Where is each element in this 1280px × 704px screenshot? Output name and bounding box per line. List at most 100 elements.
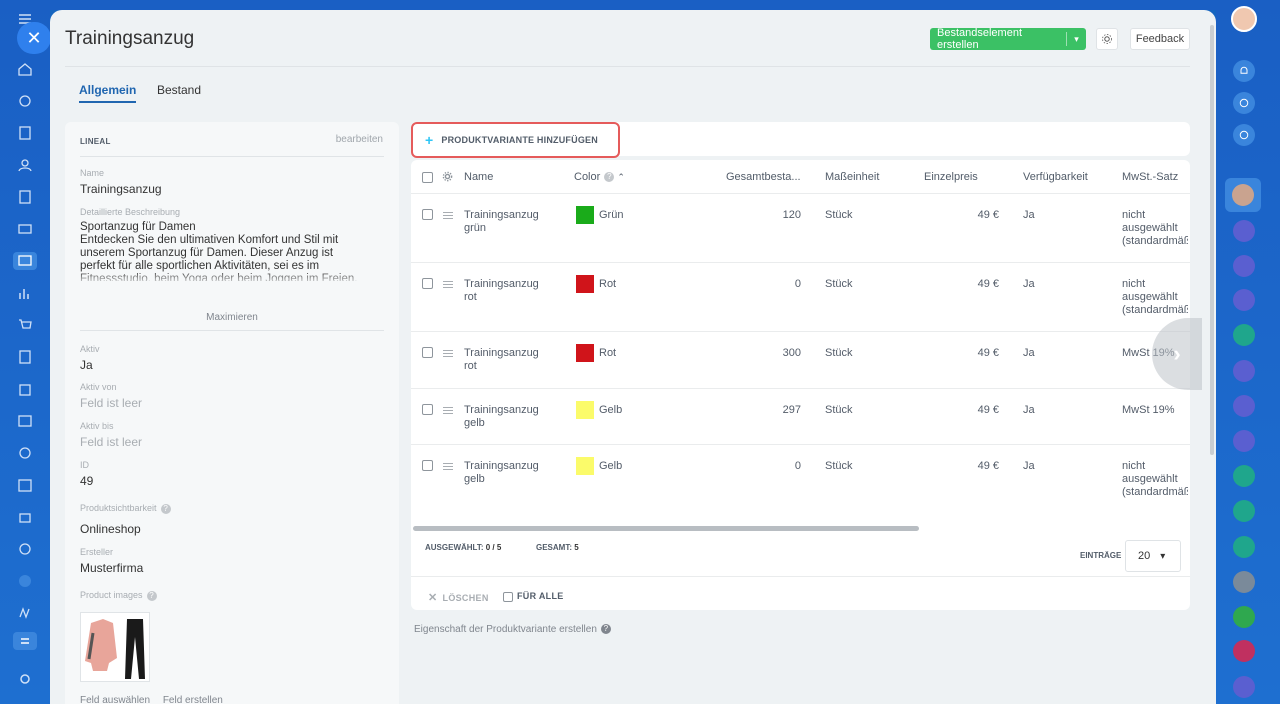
documents-icon[interactable] [16,188,34,206]
check-icon[interactable] [1233,536,1255,558]
create-stock-item-button[interactable]: Bestandselement erstellen ▾ [930,27,1086,51]
feedback-button[interactable]: Feedback [1130,28,1190,50]
contacts-icon[interactable] [16,156,34,174]
openline-icon[interactable] [1233,220,1255,242]
column-header-color[interactable]: Color? ⌃ [574,171,625,183]
edit-link[interactable]: bearbeiten [335,134,383,145]
column-settings-icon[interactable] [442,171,453,182]
feed-icon[interactable] [16,92,34,110]
table-row[interactable]: Trainingsanzug gelb Gelb 297 Stück 49 € … [411,389,1190,445]
cart-icon[interactable] [16,316,34,334]
column-header-name[interactable]: Name [464,171,494,183]
table-row[interactable]: Trainingsanzug rot Rot 0 Stück 49 € Ja n… [411,263,1190,332]
variant-name[interactable]: Trainingsanzug rot [464,278,539,303]
top-strip [50,0,1216,10]
openline-icon[interactable] [1233,676,1255,698]
checkbox-box[interactable] [503,591,513,602]
description-label: Detaillierte Beschreibung [80,207,181,217]
column-header-vat[interactable]: MwSt.-Satz [1122,171,1179,183]
table-row[interactable]: Trainingsanzug grün Grün 120 Stück 49 € … [411,194,1190,263]
help-icon[interactable]: ? [604,172,615,183]
sign-icon[interactable] [16,348,34,366]
terminal-icon[interactable] [16,412,34,430]
row-checkbox[interactable] [422,404,433,415]
column-header-availability[interactable]: Verfügbarkeit [1023,171,1088,183]
for-all-checkbox[interactable]: FÜR ALLE [503,591,564,602]
chat-icon[interactable] [1233,124,1255,146]
row-checkbox[interactable] [422,460,433,471]
chevron-down-icon[interactable]: ▾ [1066,32,1086,46]
card-icon[interactable] [16,220,34,238]
tab-bestand[interactable]: Bestand [157,83,202,97]
create-variant-property-link[interactable]: Eigenschaft der Produktvariante erstelle… [414,624,611,635]
create-field-link[interactable]: Feld erstellen [162,695,223,704]
variant-unit: Stück [825,460,853,472]
help-icon[interactable]: ? [160,503,171,514]
group-avatar[interactable] [1233,571,1255,593]
drag-handle-icon[interactable] [443,463,453,470]
add-variant-button[interactable]: + PRODUKTVARIANTE HINZUFÜGEN [411,122,620,158]
calendar-icon[interactable] [16,476,34,494]
home-icon[interactable] [16,60,34,78]
tasks-icon[interactable] [16,124,34,142]
table-row[interactable]: Trainingsanzug rot Rot 300 Stück 49 € Ja… [411,332,1190,389]
market-icon[interactable] [16,604,34,622]
target-icon[interactable] [16,540,34,558]
settings-button[interactable] [1096,28,1118,50]
bell-icon[interactable] [1233,60,1255,82]
variant-unit: Stück [825,209,853,221]
visibility-value: Onlineshop [80,522,141,536]
analytics-icon[interactable] [16,284,34,302]
spiral-icon[interactable] [1233,92,1255,114]
more-icon[interactable] [13,632,37,650]
add-variant-bar: + PRODUKTVARIANTE HINZUFÜGEN [411,122,1190,158]
column-header-unit[interactable]: Maßeinheit [825,171,880,183]
maximize-link[interactable]: Maximieren [206,312,258,323]
color-swatch [576,344,594,362]
scroll-right-arrow-icon[interactable]: › [1152,318,1202,390]
openline-icon[interactable] [1233,255,1255,277]
row-checkbox[interactable] [422,278,433,289]
contact-avatar[interactable] [1225,178,1261,212]
drag-handle-icon[interactable] [443,407,453,414]
robot-icon[interactable] [16,508,34,526]
product-image[interactable] [80,612,150,682]
variant-name[interactable]: Trainingsanzug gelb [464,404,539,429]
close-button[interactable]: ✕ [17,22,51,54]
delete-button[interactable]: ✕ LÖSCHEN [428,592,489,604]
settings-icon[interactable] [16,670,34,688]
lock-icon[interactable] [1233,395,1255,417]
lock-icon[interactable] [1233,500,1255,522]
tab-allgemein[interactable]: Allgemein [79,83,137,103]
drag-handle-icon[interactable] [443,212,453,219]
table-row[interactable]: Trainingsanzug gelb Gelb 0 Stück 49 € Ja… [411,445,1190,514]
vertical-scrollbar[interactable] [1210,25,1214,455]
lock-icon[interactable] [1233,360,1255,382]
horizontal-scrollbar[interactable] [413,526,919,531]
row-checkbox[interactable] [422,347,433,358]
catalog-icon[interactable] [13,252,37,270]
help-icon[interactable]: ? [146,590,157,601]
sites-icon[interactable] [16,572,34,590]
variant-name[interactable]: Trainingsanzug gelb [464,460,539,485]
phone-icon[interactable] [1233,640,1255,662]
lock-icon[interactable] [1233,324,1255,346]
row-checkbox[interactable] [422,209,433,220]
support-icon[interactable] [16,444,34,462]
lock-icon[interactable] [1233,430,1255,452]
drag-handle-icon[interactable] [443,281,453,288]
help-icon[interactable]: ? [600,624,611,635]
column-header-price[interactable]: Einzelpreis [924,171,978,183]
column-header-total-stock[interactable]: Gesamtbesta... [726,171,801,183]
select-field-link[interactable]: Feld auswählen [80,695,151,704]
variant-name[interactable]: Trainingsanzug rot [464,347,539,372]
check-icon[interactable] [1233,465,1255,487]
store-icon[interactable] [16,380,34,398]
drag-handle-icon[interactable] [443,350,453,357]
user-avatar[interactable] [1231,6,1257,32]
openline-icon[interactable] [1233,289,1255,311]
page-size-select[interactable]: 20 ▾ [1125,540,1181,572]
variant-name[interactable]: Trainingsanzug grün [464,209,539,234]
phone-icon[interactable] [1233,606,1255,628]
select-all-checkbox[interactable] [422,172,433,183]
